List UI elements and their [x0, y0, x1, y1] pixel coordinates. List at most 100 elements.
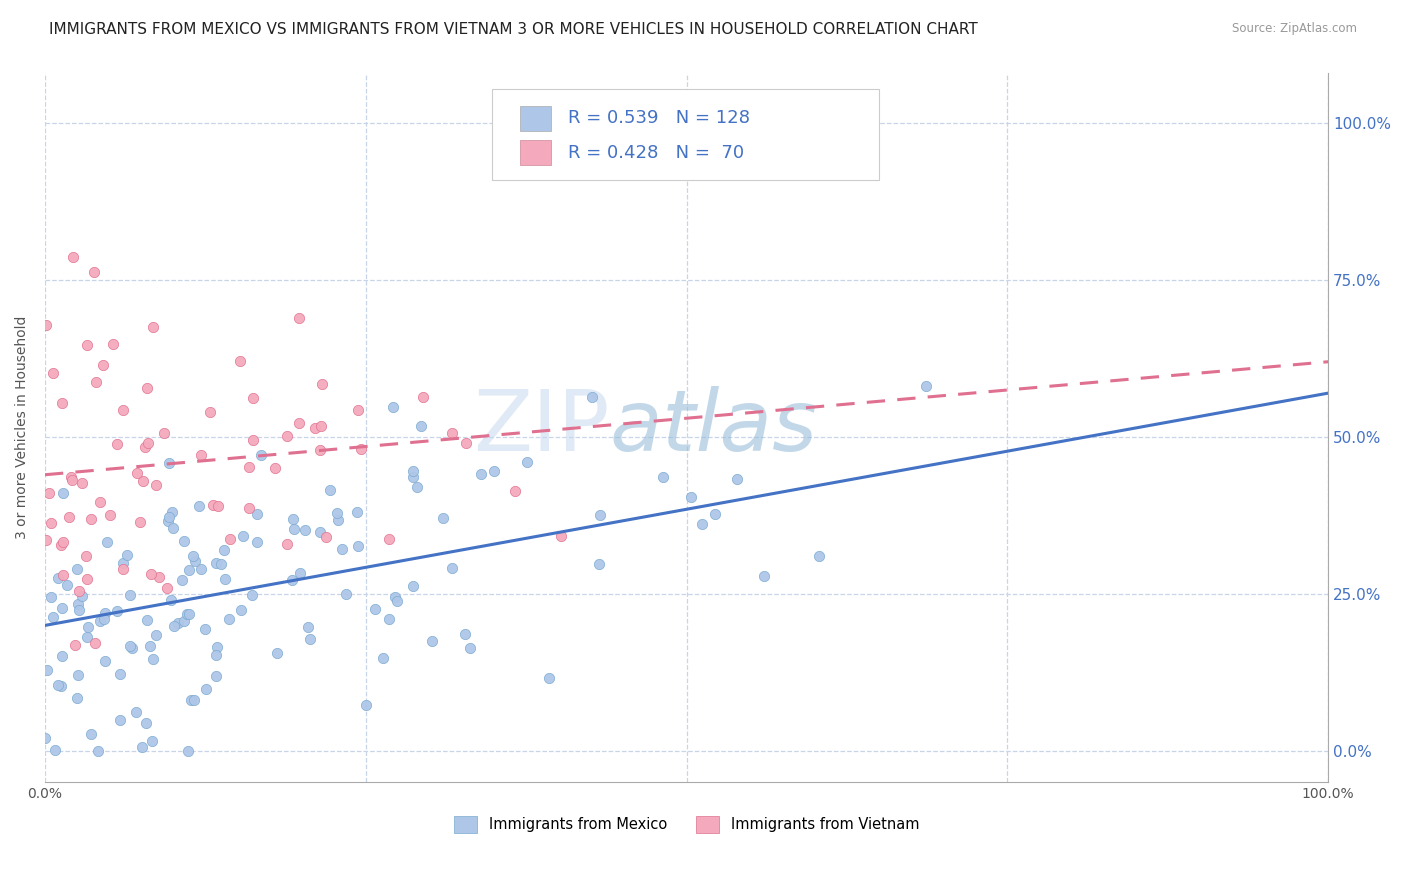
Point [240, 588, 263, 602]
Point [112, 556, 135, 570]
Point [202, 498, 225, 512]
Point [131, 740, 153, 755]
Point [66, 691, 89, 706]
Point [112, 402, 135, 417]
Point [184, 554, 207, 568]
Point [176, 744, 198, 758]
Point [87, 744, 110, 758]
Point [409, 418, 432, 433]
Point [402, 463, 425, 477]
Point [238, 460, 260, 475]
Point [652, 469, 675, 483]
Point [173, 534, 195, 549]
Point [56, 578, 79, 592]
Text: Source: ZipAtlas.com: Source: ZipAtlas.com [1232, 22, 1357, 36]
Point [70, 589, 93, 603]
Point [412, 390, 434, 404]
Point [98, 508, 121, 522]
Point [58, 510, 80, 524]
Point [105, 604, 128, 618]
Point [117, 549, 139, 563]
Point [454, 627, 477, 641]
Point [406, 480, 429, 494]
Point [157, 510, 180, 524]
Point [238, 501, 260, 516]
Point [250, 448, 273, 462]
Point [309, 442, 332, 457]
Point [93, 611, 115, 625]
Point [218, 612, 240, 626]
Text: atlas: atlas [610, 386, 817, 469]
Point [145, 477, 167, 491]
Point [207, 499, 229, 513]
Point [134, 440, 156, 454]
Point [66, 562, 89, 576]
Point [288, 311, 311, 326]
Point [177, 607, 200, 621]
Point [276, 536, 298, 550]
Point [346, 539, 368, 553]
Point [66, 668, 89, 682]
Point [176, 607, 198, 622]
Point [120, 639, 142, 653]
Point [194, 682, 217, 697]
Point [304, 420, 326, 434]
Point [42, 609, 65, 624]
Point [183, 692, 205, 706]
Point [160, 505, 183, 519]
Point [538, 671, 561, 685]
Point [347, 403, 370, 417]
Point [808, 549, 831, 563]
Point [456, 436, 478, 450]
Point [245, 535, 267, 549]
Text: R = 0.428   N =  70: R = 0.428 N = 70 [568, 144, 744, 161]
Point [242, 391, 264, 405]
Point [162, 521, 184, 535]
Point [35, 533, 58, 547]
Point [84, 375, 107, 389]
Point [440, 426, 463, 441]
Point [51, 601, 73, 615]
Point [384, 590, 406, 604]
Point [96, 535, 118, 549]
Point [39, 516, 62, 531]
Point [515, 455, 537, 469]
Point [180, 692, 202, 706]
Point [163, 619, 186, 633]
Point [39, 590, 62, 604]
Point [52, 534, 75, 549]
Point [283, 512, 305, 526]
Point [77, 620, 100, 634]
Point [231, 528, 253, 542]
Point [752, 569, 775, 583]
Point [190, 449, 212, 463]
Point [44, 743, 66, 757]
Point [214, 573, 236, 587]
Point [218, 532, 240, 546]
Point [142, 652, 165, 666]
Point [136, 435, 159, 450]
Point [148, 570, 170, 584]
Y-axis label: 3 or more Vehicles in Household: 3 or more Vehicles in Household [15, 316, 30, 540]
Point [142, 319, 165, 334]
Point [136, 381, 159, 395]
Point [94, 654, 117, 668]
Point [470, 467, 492, 482]
Point [156, 514, 179, 528]
Point [315, 530, 337, 544]
Point [204, 648, 226, 663]
Point [51, 648, 73, 663]
Point [89, 614, 111, 628]
Point [325, 506, 347, 520]
Point [89, 494, 111, 508]
Point [51, 396, 73, 410]
Point [52, 567, 75, 582]
Point [482, 464, 505, 478]
Point [704, 507, 727, 521]
Point [328, 513, 350, 527]
Point [83, 636, 105, 650]
Point [145, 628, 167, 642]
Point [294, 524, 316, 538]
Point [120, 589, 142, 603]
Point [129, 515, 152, 529]
